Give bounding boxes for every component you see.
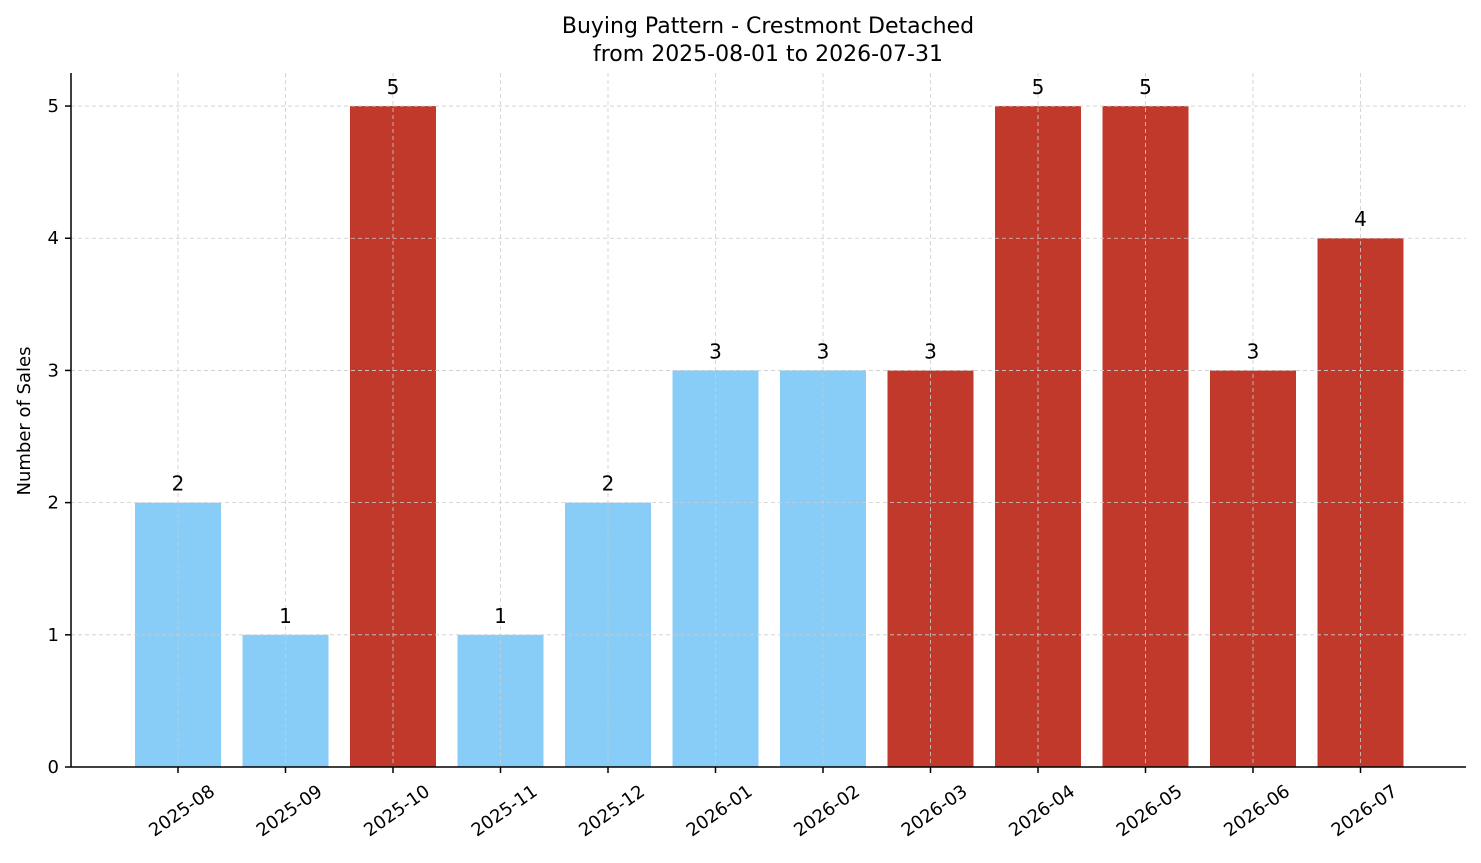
data-label: 3 <box>709 339 722 363</box>
data-label: 3 <box>924 339 937 363</box>
bar <box>1210 370 1296 767</box>
bar <box>350 106 436 768</box>
data-label: 1 <box>279 604 292 628</box>
data-label: 5 <box>387 75 400 99</box>
x-axis: 2025-08 2025-09 2025-10 2025-11 2025-12 2026-… <box>71 766 1466 841</box>
x-tick-label: 2025-09 <box>253 781 327 841</box>
y-tick-label: 2 <box>48 493 59 514</box>
x-tick-label: 2026-06 <box>1220 781 1294 841</box>
bars-layer <box>135 106 1404 768</box>
chart-subtitle: from 2025-08-01 to 2026-07-31 <box>593 42 943 67</box>
data-label: 5 <box>1032 75 1045 99</box>
y-tick-label: 5 <box>48 96 59 117</box>
data-labels-layer: 2 1 5 1 2 3 3 3 5 5 3 4 <box>172 75 1367 628</box>
x-tick-label: 2026-04 <box>1005 781 1079 841</box>
grid-layer <box>71 73 1466 767</box>
y-tick-label: 1 <box>48 625 59 646</box>
bar <box>1102 106 1189 768</box>
data-label: 5 <box>1139 75 1152 99</box>
y-tick-label: 0 <box>48 757 59 778</box>
y-axis-label: Number of Sales <box>14 346 35 495</box>
bar <box>887 370 974 767</box>
data-label: 3 <box>1247 339 1260 363</box>
data-label: 2 <box>172 472 185 496</box>
chart-title: Buying Pattern - Crestmont Detached <box>562 14 974 39</box>
x-tick-label: 2026-03 <box>898 781 972 841</box>
data-label: 4 <box>1354 207 1367 231</box>
bar <box>995 106 1081 768</box>
data-label: 2 <box>602 472 615 496</box>
x-tick-label: 2025-12 <box>575 781 649 841</box>
y-tick-label: 4 <box>48 228 59 249</box>
bar <box>672 370 759 767</box>
x-tick-label: 2026-01 <box>683 781 757 841</box>
x-tick-label: 2025-08 <box>145 781 219 841</box>
x-tick-label: 2026-07 <box>1328 781 1402 841</box>
x-tick-label: 2026-05 <box>1113 781 1187 841</box>
data-label: 1 <box>494 604 507 628</box>
bar <box>780 370 866 767</box>
x-tick-label: 2025-10 <box>360 781 434 841</box>
y-axis: 0 1 2 3 4 5 <box>48 73 72 778</box>
x-tick-label: 2026-02 <box>790 781 864 841</box>
y-tick-label: 3 <box>48 360 59 381</box>
data-label: 3 <box>817 339 830 363</box>
x-tick-label: 2025-11 <box>468 781 542 841</box>
